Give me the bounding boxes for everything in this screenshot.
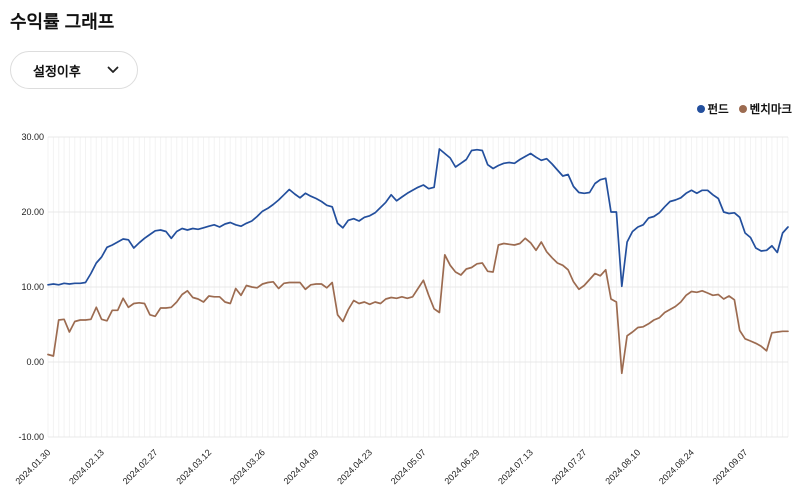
returns-line-chart: 30.00 20.00 10.00 0.00 -10.00 2024.01.30 2024.… <box>13 132 789 486</box>
benchmark-line <box>47 237 789 375</box>
y-axis-tick-label: -10.00 <box>18 432 44 442</box>
chart-legend: 펀드 벤치마크 <box>696 101 792 117</box>
legend-item-benchmark: 벤치마크 <box>738 101 792 117</box>
x-axis-tick-label: 2024.07.13 <box>496 447 535 486</box>
fund-line <box>47 148 789 288</box>
y-axis-tick-label: 30.00 <box>21 132 44 142</box>
x-axis-tick-label: 2024.08.10 <box>603 447 642 486</box>
x-axis-tick-label: 2024.02.27 <box>121 447 160 486</box>
y-axis-tick-label: 10.00 <box>21 282 44 292</box>
x-axis-tick-label: 2024.06.29 <box>442 447 481 486</box>
x-axis-tick-label: 2024.04.09 <box>282 447 321 486</box>
x-axis-tick-label: 2024.07.27 <box>550 447 589 486</box>
legend-label-fund: 펀드 <box>707 104 729 116</box>
y-axis-tick-label: 0.00 <box>26 357 44 367</box>
chevron-down-icon <box>107 66 119 73</box>
x-axis-tick-label: 2024.08.24 <box>657 447 696 486</box>
x-axis-tick-label: 2024.04.23 <box>335 447 374 486</box>
y-axis-tick-label: 20.00 <box>21 207 44 217</box>
x-axis-tick-label: 2024.09.07 <box>711 447 750 486</box>
x-axis-tick-label: 2024.01.30 <box>13 447 52 486</box>
x-axis-tick-label: 2024.02.13 <box>67 447 106 486</box>
x-axis-tick-label: 2024.03.26 <box>228 447 267 486</box>
benchmark-dot-icon <box>738 105 747 113</box>
x-axis-tick-label: 2024.03.12 <box>174 447 213 486</box>
period-dropdown[interactable]: 설정이후 <box>10 51 138 89</box>
period-dropdown-label: 설정이후 <box>33 63 81 79</box>
fund-dot-icon <box>696 105 705 113</box>
page-title: 수익률 그래프 <box>10 12 115 32</box>
legend-item-fund: 펀드 <box>696 101 729 117</box>
legend-label-benchmark: 벤치마크 <box>749 104 792 116</box>
x-axis-tick-label: 2024.05.07 <box>389 447 428 486</box>
